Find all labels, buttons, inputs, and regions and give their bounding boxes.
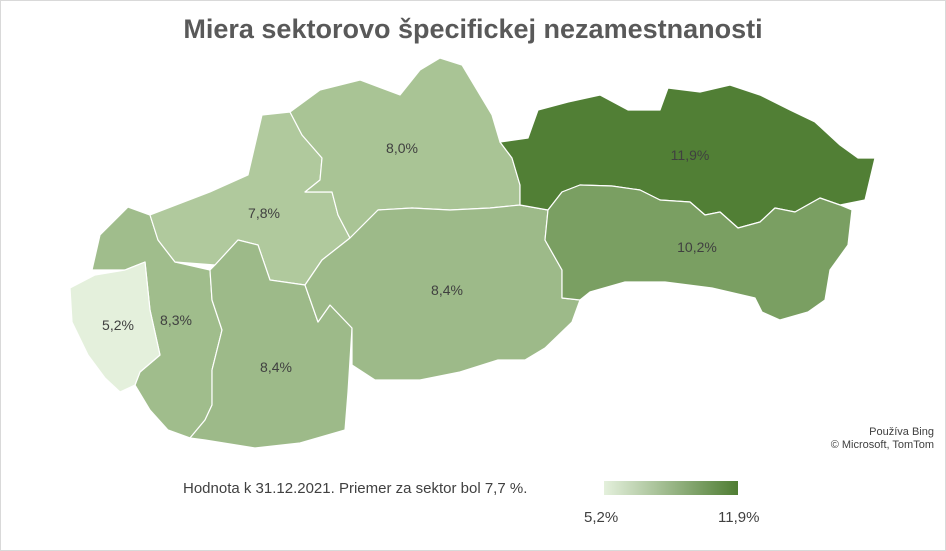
legend-max-label: 11,9% (718, 509, 760, 526)
label-presov: 11,9% (671, 147, 710, 163)
attribution-line-2: © Microsoft, TomTom (830, 439, 934, 451)
label-trnava: 8,3% (160, 312, 192, 328)
legend-color-scale (604, 481, 738, 495)
label-banska-bystrica: 8,4% (431, 282, 463, 298)
label-zilina: 8,0% (386, 140, 418, 156)
label-kosice: 10,2% (677, 239, 717, 255)
attribution-line-1: Používa Bing (869, 426, 934, 438)
label-bratislava: 5,2% (102, 317, 134, 333)
label-trencin: 7,8% (248, 205, 280, 221)
region-nitra[interactable] (189, 239, 353, 449)
footnote: Hodnota k 31.12.2021. Priemer za sektor … (183, 480, 528, 497)
region-banska-bystrica[interactable] (304, 204, 581, 381)
legend-min-label: 5,2% (584, 509, 619, 526)
map-title: Miera sektorovo špecifickej nezamestnano… (183, 14, 763, 44)
region-bratislava[interactable] (69, 261, 161, 393)
region-kosice[interactable] (544, 184, 853, 321)
label-nitra: 8,4% (260, 359, 292, 375)
map-attribution: Používa Bing © Microsoft, TomTom (831, 426, 934, 452)
